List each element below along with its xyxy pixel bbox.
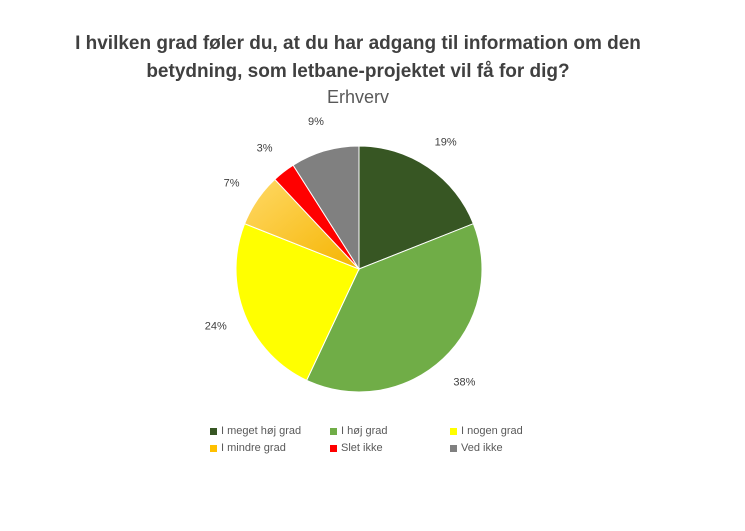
pie-slice-i-nogen-grad — [235, 223, 360, 381]
chart-subtitle: Erhverv — [326, 87, 389, 107]
legend-swatch — [210, 444, 217, 452]
legend-item-i-mindre-grad: I mindre grad — [210, 441, 330, 455]
chart-title-line-1: I hvilken grad føler du, at du har adgan… — [75, 33, 641, 54]
pie-slice-i-h-j-grad — [305, 223, 483, 393]
legend-label: I mindre grad — [221, 442, 286, 454]
legend-item-i-nogen-grad: I nogen grad — [450, 424, 570, 438]
chart-title: I hvilken grad føler du, at du har adgan… — [0, 30, 716, 86]
legend-item-slet-ikke: Slet ikke — [330, 441, 450, 455]
data-label-slet-ikke: 3% — [257, 142, 273, 154]
legend-label: I nogen grad — [461, 425, 523, 437]
data-label-i-nogen-grad: 24% — [205, 321, 227, 333]
legend-item-i-meget-h-j-grad: I meget høj grad — [210, 424, 330, 438]
chart-title-line-2: betydning, som letbane-projektet vil få … — [146, 61, 570, 82]
data-label-i-mindre-grad: 7% — [224, 177, 240, 189]
legend-swatch — [330, 444, 337, 452]
legend-item-ved-ikke: Ved ikke — [450, 441, 570, 455]
legend-swatch — [450, 427, 457, 435]
legend-label: I høj grad — [341, 425, 388, 437]
legend-label: I meget høj grad — [221, 425, 302, 437]
data-label-i-meget-h-j-grad: 19% — [435, 137, 457, 149]
pie-slice-i-meget-h-j-grad — [358, 145, 475, 270]
legend-item-i-h-j-grad: I høj grad — [330, 424, 450, 438]
legend-label: Slet ikke — [341, 442, 383, 454]
legend-swatch — [330, 427, 337, 435]
legend-label: Ved ikke — [461, 442, 503, 454]
legend-swatch — [450, 444, 457, 452]
data-label-i-h-j-grad: 38% — [453, 376, 475, 388]
pie-slice-ved-ikke — [292, 145, 360, 271]
chart-legend: I meget høj grad I høj grad I nogen grad I … — [210, 424, 570, 455]
legend-swatch — [210, 427, 217, 435]
data-label-ved-ikke: 9% — [308, 116, 324, 128]
